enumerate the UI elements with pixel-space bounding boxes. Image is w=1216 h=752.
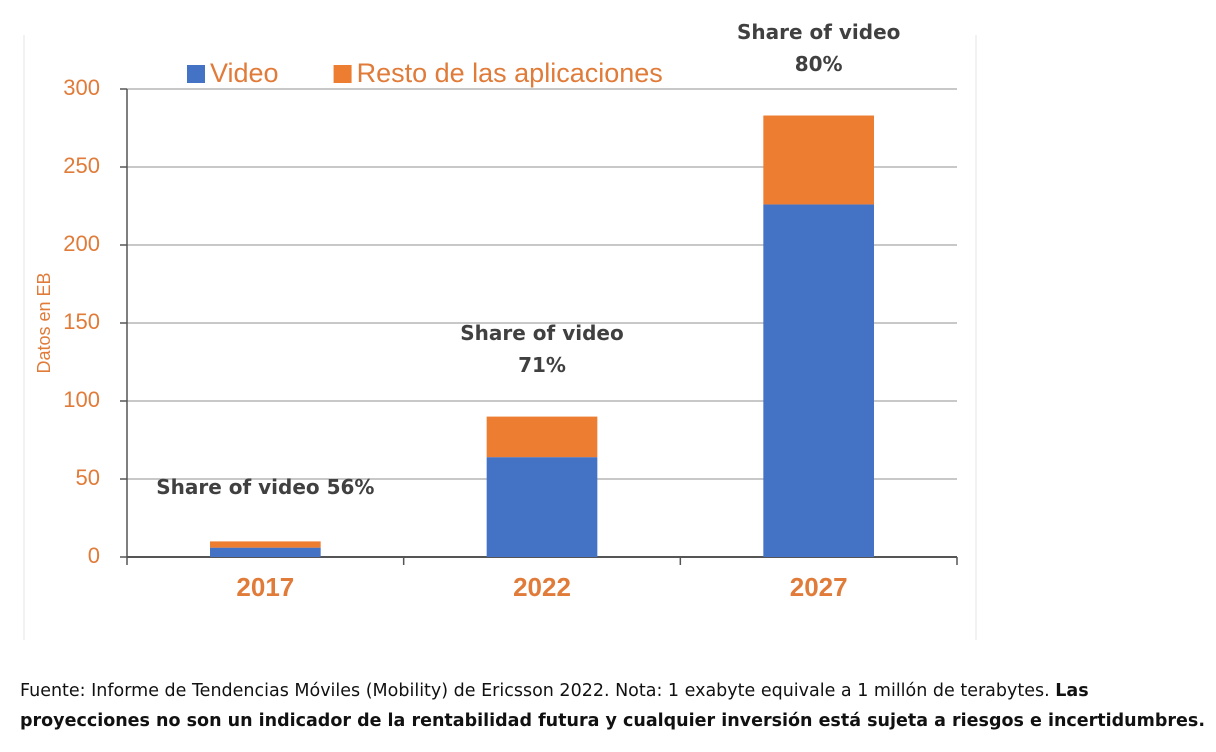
y-tick-label: 0 <box>88 543 100 568</box>
legend-swatch <box>187 65 205 83</box>
legend-label: Resto de las aplicaciones <box>357 58 663 88</box>
y-tick-label: 100 <box>63 387 100 412</box>
y-tick-label: 250 <box>63 153 100 178</box>
legend-label: Video <box>210 58 279 88</box>
chart: Datos en EB 0 50 100 150 200 250 300 2017 Share … <box>23 20 977 640</box>
bar-segment <box>763 204 874 557</box>
x-tick-label: 2017 <box>236 572 294 602</box>
x-tick-label: 2027 <box>790 572 848 602</box>
footer-text: Fuente: Informe de Tendencias Móviles (M… <box>20 681 1050 701</box>
annotation: Share of video <box>460 321 623 345</box>
y-axis-label: Datos en EB <box>34 272 54 373</box>
y-tick-label: 300 <box>63 75 100 100</box>
x-tick-label: 2022 <box>513 572 571 602</box>
y-tick-label: 50 <box>76 465 100 490</box>
annotation: 71% <box>518 353 566 377</box>
footer: Fuente: Informe de Tendencias Móviles (M… <box>20 676 1210 736</box>
bar-segment <box>486 457 598 557</box>
y-tick-label: 150 <box>63 309 100 334</box>
footer-bold: Las proyecciones no son un indicador de … <box>20 681 1205 731</box>
legend-swatch <box>333 65 352 83</box>
annotation: Share of video 56% <box>156 475 374 499</box>
bar-segment <box>763 115 874 205</box>
y-tick-label: 200 <box>63 231 100 256</box>
bar-segment <box>210 547 321 557</box>
annotation: Share of video <box>737 20 900 44</box>
annotation: 80% <box>795 52 843 76</box>
bar-segment <box>486 416 598 458</box>
bar-segment <box>210 541 321 548</box>
